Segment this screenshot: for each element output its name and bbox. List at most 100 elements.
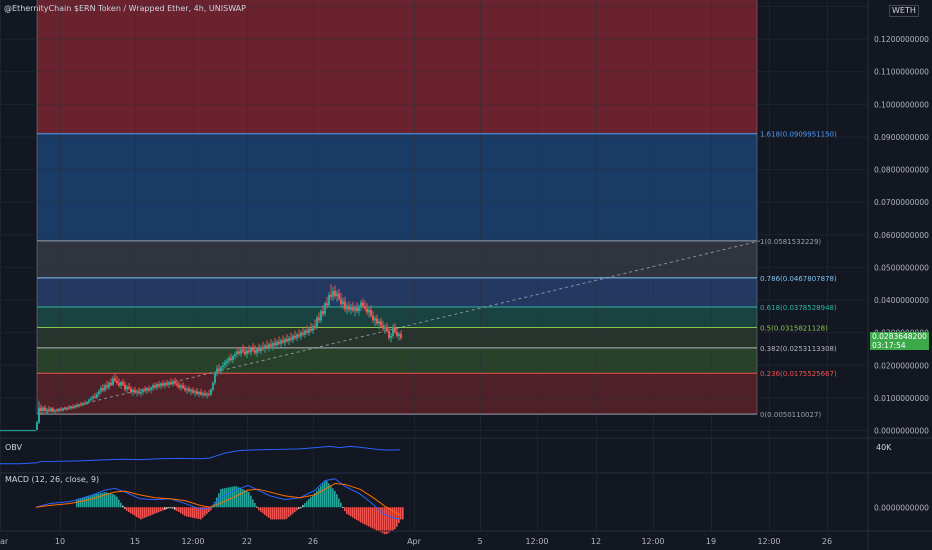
macd-hist-57 — [190, 507, 192, 518]
candle-body-10 — [20, 430, 22, 432]
candle-body-160 — [320, 311, 322, 321]
candle-body-150 — [300, 332, 302, 337]
candle-22 — [44, 405, 46, 413]
fib-label-7: 0(0.0050110027) — [760, 411, 821, 419]
candle-59 — [118, 378, 120, 388]
candle-body-145 — [290, 337, 292, 340]
candle-body-70 — [140, 391, 142, 394]
candle-body-172 — [344, 301, 346, 310]
macd-hist-2 — [80, 498, 82, 508]
candle-body-143 — [286, 339, 288, 342]
macd-hist-22 — [120, 502, 122, 508]
candle-body-58 — [116, 380, 118, 383]
chart-title: @EthernityChain $ERN Token / Wrapped Eth… — [4, 4, 246, 13]
candle-body-173 — [346, 305, 348, 310]
macd-hist-12 — [100, 493, 102, 508]
macd-hist-42 — [160, 507, 162, 512]
macd-hist-8 — [92, 494, 94, 508]
candle-body-182 — [364, 305, 366, 309]
candle-body-137 — [274, 343, 276, 346]
candle-3 — [6, 429, 8, 432]
macd-hist-58 — [192, 507, 194, 518]
candle-147 — [294, 330, 296, 340]
candle-body-184 — [368, 309, 370, 313]
candle-body-189 — [378, 321, 380, 324]
price-axis[interactable]: 0.00000000000.01000000000.02000000000.03… — [874, 35, 929, 512]
macd-pane[interactable] — [35, 478, 404, 535]
candle-body-33 — [66, 407, 68, 410]
candle-body-99 — [198, 391, 200, 394]
candle-78 — [156, 382, 158, 391]
last-price-badge: 0.0283648200 03:17:54 — [870, 332, 929, 350]
last-price-value: 0.0283648200 — [872, 332, 927, 341]
candle-38 — [76, 403, 78, 408]
obv-pane[interactable] — [0, 445, 401, 465]
candle-31 — [62, 407, 64, 412]
fib-zone-7 — [37, 373, 757, 415]
macd-hist-66 — [208, 507, 210, 513]
macd-hist-98 — [272, 507, 274, 520]
time-axis[interactable]: ar 10 15 12:00 22 26 Apr 5 12:00 12 12:00 19 12:00 26 — [0, 537, 832, 546]
x-tick-2: 15 — [130, 537, 140, 546]
macd-hist-37 — [150, 507, 152, 516]
macd-hist-111 — [298, 507, 300, 509]
candle-87 — [174, 377, 176, 386]
candle-body-34 — [68, 407, 70, 409]
candle-body-12 — [24, 430, 26, 432]
macd-hist-148 — [372, 507, 374, 529]
candle-146 — [292, 333, 294, 344]
macd-y-tick-0: 0.0000000000 — [874, 503, 929, 512]
candle-body-93 — [186, 388, 188, 391]
candle-body-103 — [206, 393, 208, 396]
candle-body-83 — [166, 382, 168, 385]
candle-body-37 — [74, 405, 76, 408]
candle-173 — [346, 303, 348, 315]
macd-hist-115 — [306, 501, 308, 508]
candle-body-45 — [90, 398, 92, 400]
macd-hist-113 — [302, 505, 304, 508]
candle-body-81 — [162, 383, 164, 386]
currency-badge[interactable]: WETH — [889, 5, 919, 17]
candle-16 — [32, 429, 34, 432]
macd-hist-67 — [210, 507, 212, 511]
candle-39 — [78, 403, 80, 408]
candle-115 — [230, 353, 232, 362]
candle-body-118 — [236, 351, 238, 355]
macd-hist-36 — [148, 507, 150, 517]
candle-159 — [318, 312, 320, 323]
y-tick-9: 0.0900000000 — [874, 133, 929, 142]
candle-23 — [46, 407, 48, 415]
candle-body-185 — [370, 309, 372, 316]
candle-167 — [334, 285, 336, 299]
fib-zone-1 — [37, 133, 757, 241]
candle-184 — [368, 306, 370, 318]
candle-body-132 — [264, 345, 266, 349]
candle-body-174 — [348, 305, 350, 310]
candle-body-130 — [260, 346, 262, 351]
macd-hist-136 — [348, 507, 350, 516]
candle-187 — [374, 315, 376, 327]
macd-hist-24 — [124, 507, 126, 509]
candle-29 — [58, 408, 60, 413]
candle-body-91 — [182, 385, 184, 389]
price-pane[interactable]: 1.618(0.0909951150) 1(0.0581532229) 0.786(… — [0, 0, 868, 531]
fib-zone-2 — [37, 240, 757, 278]
macd-hist-88 — [252, 499, 254, 508]
grid-lines — [0, 0, 868, 531]
candle-75 — [150, 386, 152, 394]
candle-84 — [168, 380, 170, 389]
macd-hist-131 — [338, 498, 340, 508]
macd-hist-137 — [350, 507, 352, 517]
candle-17 — [34, 429, 36, 432]
candle-180 — [360, 300, 362, 312]
macd-hist-76 — [228, 487, 230, 508]
macd-hist-19 — [114, 494, 116, 508]
macd-hist-130 — [336, 494, 338, 508]
candle-195 — [390, 332, 392, 343]
candle-76 — [152, 383, 154, 391]
candle-body-116 — [232, 356, 234, 361]
candle-153 — [306, 325, 308, 335]
macd-hist-96 — [268, 507, 270, 518]
candle-129 — [258, 343, 260, 353]
